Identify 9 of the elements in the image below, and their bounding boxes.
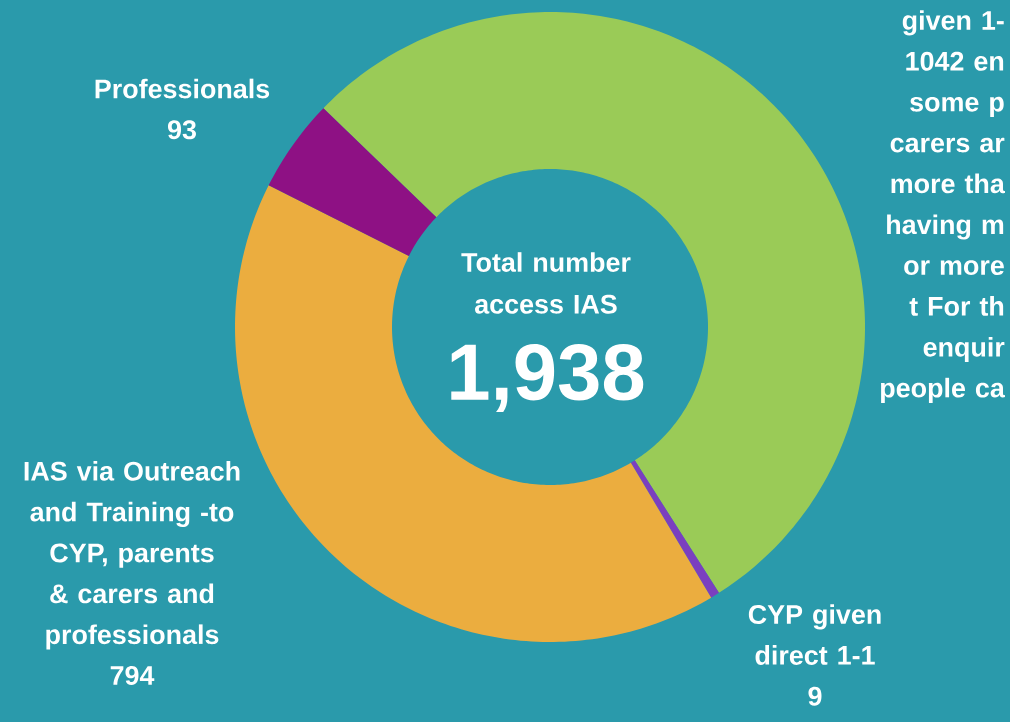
data-label: 9 bbox=[808, 686, 822, 706]
slice-label: Professionals bbox=[95, 78, 270, 99]
text: Total number access IAS bbox=[461, 252, 631, 314]
data-label: 794 bbox=[110, 665, 155, 685]
slice-label: IAS via Outreach and Training -to CYP, parents & carers and professionals bbox=[24, 460, 240, 650]
category-label: given 1- 1042 en some p carers ar more tha having m or more t For th enquir people ca bbox=[881, 10, 1005, 403]
slice-label: CYP given direct 1-1 bbox=[748, 604, 881, 665]
data-label: 93 bbox=[167, 120, 196, 140]
text: 1,938 bbox=[451, 344, 644, 412]
